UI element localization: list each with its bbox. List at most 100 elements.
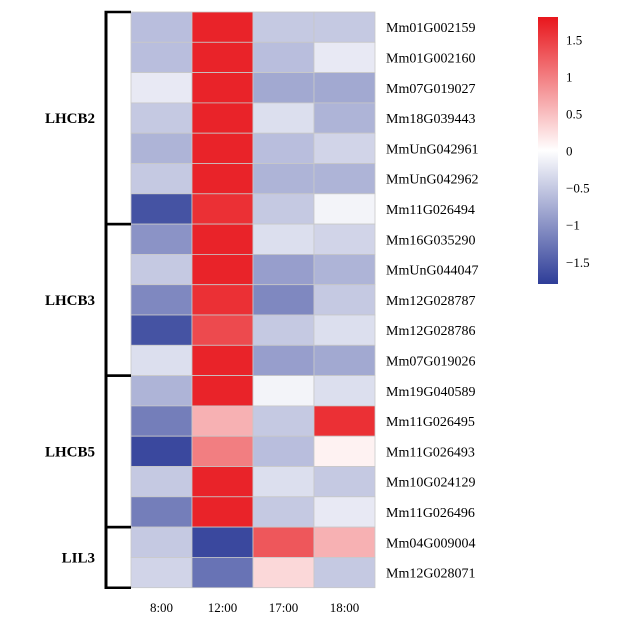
heatmap-cell <box>252 284 315 316</box>
row-label: Mm11G026495 <box>386 415 475 430</box>
color-bar-gradient <box>538 17 558 284</box>
heatmap-cell <box>252 41 315 73</box>
heatmap-cell <box>130 496 193 528</box>
heatmap-cell <box>130 253 193 286</box>
row-label: MmUnG042961 <box>386 142 479 157</box>
heatmap-cell <box>252 466 315 498</box>
color-bar-tick-label: 1 <box>566 69 573 84</box>
row-label: Mm10G024129 <box>386 476 475 491</box>
group-label: LIL3 <box>62 550 95 566</box>
row-label: Mm07G019027 <box>386 82 475 97</box>
color-bar-tick-label: −1.5 <box>566 255 590 270</box>
row-label: Mm01G002159 <box>386 21 475 36</box>
heatmap-cell <box>313 72 376 104</box>
group-label: LHCB2 <box>45 111 95 127</box>
heatmap-cell <box>313 163 376 195</box>
heatmap-cell <box>191 41 254 73</box>
heatmap-cell <box>252 72 315 104</box>
group-label: LHCB3 <box>45 293 95 309</box>
color-bar: 1.5 1 0.5 0 −0.5 −1 −1.5 <box>538 17 590 284</box>
heatmap-cell <box>252 102 315 134</box>
heatmap-cells <box>130 11 376 589</box>
heatmap-cell <box>191 284 254 316</box>
heatmap-cell <box>191 72 254 104</box>
heatmap-cell <box>252 223 315 255</box>
heatmap-cell <box>130 193 193 225</box>
group-label: LHCB5 <box>45 444 95 460</box>
heatmap-cell <box>130 163 193 195</box>
heatmap-cell <box>313 253 376 286</box>
heatmap-cell <box>130 223 193 255</box>
heatmap-cell <box>313 375 376 407</box>
row-label: Mm04G009004 <box>386 536 475 551</box>
heatmap-cell <box>313 557 376 589</box>
heatmap-cell <box>313 466 376 498</box>
color-bar-ticks: 1.5 1 0.5 0 −0.5 −1 −1.5 <box>566 32 590 270</box>
row-label: Mm16G035290 <box>386 233 475 248</box>
heatmap-cell <box>252 405 315 437</box>
heatmap-cell <box>191 557 254 589</box>
column-labels: 8:00 12:00 17:00 18:00 <box>150 600 359 615</box>
heatmap-cell <box>191 344 254 376</box>
heatmap-cell <box>252 375 315 407</box>
column-label: 8:00 <box>150 600 173 615</box>
heatmap-cell <box>252 557 315 589</box>
heatmap-cell <box>191 375 254 407</box>
heatmap-cell <box>252 496 315 528</box>
heatmap-cell <box>252 314 315 346</box>
heatmap-cell <box>252 526 315 558</box>
heatmap-cell <box>313 405 376 437</box>
color-bar-tick-label: −1 <box>566 218 580 233</box>
heatmap-cell <box>313 11 376 43</box>
heatmap-cell <box>130 375 193 407</box>
heatmap-cell <box>252 253 315 286</box>
row-label: Mm07G019026 <box>386 354 475 369</box>
heatmap-cell <box>313 284 376 316</box>
heatmap-cell <box>130 557 193 589</box>
color-bar-tick-label: −0.5 <box>566 181 590 196</box>
heatmap-cell <box>130 526 193 558</box>
heatmap-cell <box>191 102 254 134</box>
row-label: Mm01G002160 <box>386 51 475 66</box>
heatmap-cell <box>252 435 315 467</box>
group-brackets: LHCB2 LHCB3 LHCB5 LIL3 <box>45 10 131 589</box>
row-label: MmUnG042962 <box>386 173 479 188</box>
color-bar-tick-label: 0 <box>566 144 573 159</box>
heatmap-cell <box>130 405 193 437</box>
heatmap-cell <box>191 314 254 346</box>
heatmap-cell <box>191 435 254 467</box>
heatmap-cell <box>313 193 376 225</box>
heatmap-cell <box>191 163 254 195</box>
heatmap-cell <box>130 72 193 104</box>
heatmap-cell <box>252 163 315 195</box>
heatmap-cell <box>130 466 193 498</box>
heatmap-cell <box>313 314 376 346</box>
heatmap-cell <box>313 435 376 467</box>
row-labels: Mm01G002159 Mm01G002160 Mm07G019027 Mm18G03… <box>386 21 479 581</box>
heatmap-cell <box>313 132 376 164</box>
heatmap-cell <box>191 193 254 225</box>
heatmap-cell <box>191 466 254 498</box>
heatmap-cell <box>252 132 315 164</box>
heatmap-cell <box>130 11 193 43</box>
row-label: Mm11G026496 <box>386 506 475 521</box>
heatmap-cell <box>313 344 376 376</box>
row-label: Mm12G028786 <box>386 324 475 339</box>
heatmap-cell <box>130 132 193 164</box>
heatmap-cell <box>130 102 193 134</box>
heatmap-cell <box>191 496 254 528</box>
heatmap-cell <box>252 193 315 225</box>
column-label: 18:00 <box>330 600 360 615</box>
heatmap-cell <box>313 102 376 134</box>
heatmap-cell <box>191 253 254 286</box>
color-bar-tick-label: 1.5 <box>566 32 582 47</box>
heatmap-cell <box>313 41 376 73</box>
heatmap-cell <box>191 132 254 164</box>
heatmap-cell <box>191 526 254 558</box>
heatmap-cell <box>313 526 376 558</box>
row-label: Mm18G039443 <box>386 112 475 127</box>
heatmap-cell <box>313 223 376 255</box>
heatmap-cell <box>130 344 193 376</box>
heatmap-cell <box>191 223 254 255</box>
